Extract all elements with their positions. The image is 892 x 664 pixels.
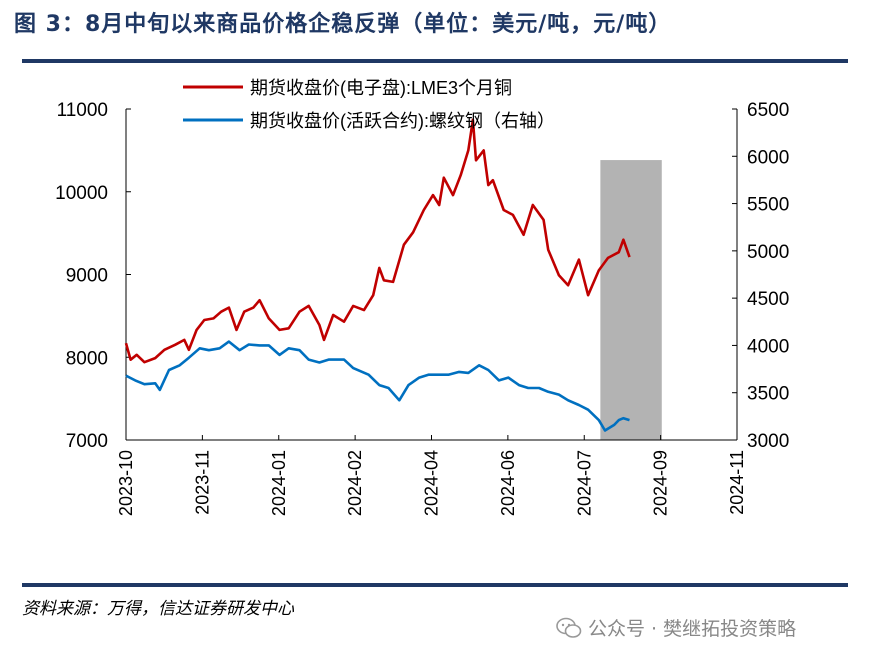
watermark: 公众号 · 樊继拓投资策略	[556, 614, 796, 641]
right-tick-label: 4000	[747, 336, 789, 357]
right-tick-label: 6000	[747, 147, 789, 168]
right-tick-label: 3500	[747, 384, 789, 405]
chart: 7000 8000 9000 10000 11000 3000 3500 4000 4500 50…	[55, 78, 789, 516]
x-tick-label: 2024-02	[345, 450, 365, 516]
figure-title: 图 3：8月中旬以来商品价格企稳反弹（单位：美元/吨，元/吨）	[14, 12, 672, 37]
x-tick-label: 2024-04	[422, 450, 442, 516]
top-rule	[22, 59, 848, 63]
x-tick-label: 2024-09	[651, 450, 671, 516]
legend-label-rebar: 期货收盘价(活跃合约):螺纹钢（右轴）	[250, 111, 555, 131]
right-tick-label: 5000	[747, 242, 789, 263]
shaded-region	[600, 160, 662, 440]
left-tick-label: 7000	[66, 431, 108, 452]
right-tick-label: 6500	[747, 100, 789, 121]
left-tick-label: 11000	[57, 100, 108, 121]
x-tick-label: 2023-10	[116, 450, 136, 516]
right-tick-label: 5500	[747, 195, 789, 216]
source-note: 资料来源：万得，信达证券研发中心	[22, 599, 294, 619]
left-tick-label: 8000	[66, 348, 108, 369]
series-line-copper	[124, 118, 631, 364]
series-line-rebar	[125, 340, 630, 432]
wechat-icon	[556, 617, 582, 638]
left-tick-label: 10000	[55, 183, 108, 204]
bottom-rule	[22, 583, 848, 587]
watermark-text: 公众号 · 樊继拓投资策略	[588, 618, 797, 640]
x-tick-label: 2024-07	[574, 450, 594, 516]
x-tick-label: 2024-06	[498, 450, 518, 516]
legend: 期货收盘价(电子盘):LME3个月铜 期货收盘价(活跃合约):螺纹钢（右轴）	[183, 78, 555, 131]
x-tick-label: 2024-11	[727, 450, 747, 515]
x-tick-label: 2023-11	[192, 450, 212, 515]
right-tick-label: 3000	[747, 431, 789, 452]
x-tick-label: 2024-01	[269, 450, 289, 516]
legend-label-copper: 期货收盘价(电子盘):LME3个月铜	[250, 78, 512, 98]
right-tick-label: 4500	[747, 289, 789, 310]
left-tick-label: 9000	[66, 266, 108, 287]
